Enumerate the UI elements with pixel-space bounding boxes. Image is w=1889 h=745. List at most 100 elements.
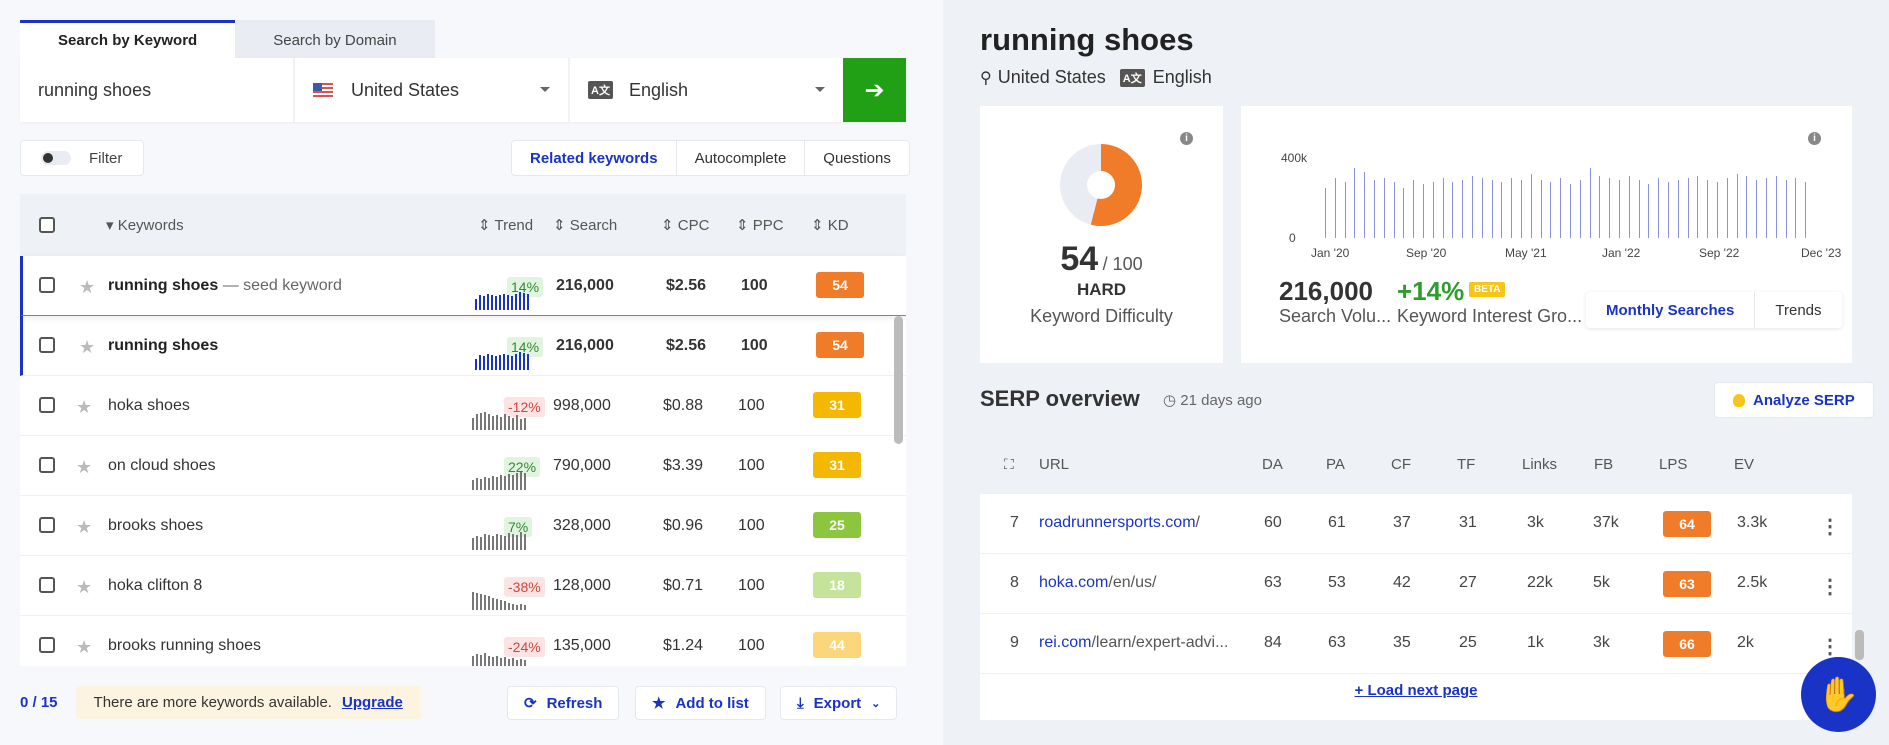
row-checkbox[interactable] [39, 277, 55, 293]
language-select[interactable]: A文 English [568, 58, 843, 122]
upgrade-link[interactable]: Upgrade [341, 694, 403, 711]
country-select[interactable]: United States [293, 58, 568, 122]
keyword-text: brooks shoes [108, 517, 204, 534]
trends-button[interactable]: Trends [1775, 301, 1822, 319]
col-keywords[interactable]: ▾ Keywords [106, 217, 184, 234]
tab-related-keywords[interactable]: Related keywords [530, 149, 658, 167]
search-cell: 128,000 [553, 577, 611, 594]
export-button[interactable]: ⤓ Export ⌄ [780, 686, 898, 720]
keyword-cell[interactable]: hoka clifton 8 [108, 577, 202, 595]
sparkline-bar [504, 414, 506, 430]
keyword-cell[interactable]: on cloud shoes [108, 457, 216, 475]
volume-bar [1403, 188, 1405, 238]
table-scrollbar[interactable] [894, 316, 903, 444]
more-vertical-icon[interactable]: ⋮ [1820, 576, 1840, 598]
serp-url-link[interactable]: hoka.com/en/us/ [1039, 574, 1156, 592]
star-icon[interactable]: ★ [76, 517, 93, 537]
star-icon[interactable]: ★ [76, 397, 93, 417]
serp-scrollbar[interactable] [1855, 630, 1864, 660]
tab-search-by-domain[interactable]: Search by Domain [235, 20, 435, 58]
filter-toggle[interactable]: Filter [20, 140, 144, 176]
serp-row: 9 rei.com/learn/expert-advi... 84 63 35 25 1k 3… [980, 614, 1852, 674]
filter-label: Filter [89, 149, 123, 167]
keyword-input[interactable]: running shoes [38, 79, 152, 100]
table-row[interactable]: ★ hoka shoes -12% 998,000 $0.88 100 31 [20, 376, 906, 436]
sparkline-bar [480, 413, 482, 430]
keyword-cell[interactable]: running shoes — seed keyword [108, 277, 342, 295]
add-to-list-button[interactable]: ★ Add to list [635, 686, 766, 720]
col-keywords-label: Keywords [117, 217, 184, 234]
table-row[interactable]: ★ running shoes 14% 216,000 $2.56 100 54 [20, 316, 906, 376]
volume-bar [1697, 176, 1699, 238]
toggle-switch-icon[interactable] [41, 151, 71, 165]
sparkline-bar [492, 476, 494, 490]
kd-badge: 31 [813, 452, 861, 478]
row-checkbox[interactable] [39, 637, 55, 653]
serp-url-link[interactable]: roadrunnersports.com/ [1039, 514, 1200, 532]
more-vertical-icon[interactable]: ⋮ [1820, 636, 1840, 658]
row-checkbox[interactable] [39, 397, 55, 413]
table-row[interactable]: ★ hoka clifton 8 -38% 128,000 $0.71 100 18 [20, 556, 906, 616]
volume-bar [1687, 178, 1689, 238]
row-checkbox[interactable] [39, 337, 55, 353]
volume-bar [1442, 178, 1444, 238]
sparkline-bar [520, 659, 522, 666]
keyword-cell[interactable]: brooks shoes [108, 517, 203, 535]
keyword-cell[interactable]: brooks running shoes [108, 637, 261, 655]
col-tf: TF [1457, 456, 1476, 473]
keyword-cell[interactable]: running shoes [108, 337, 218, 355]
chevron-down-icon [540, 87, 550, 92]
sparkline-bar [507, 355, 509, 370]
difficulty-level: HARD [1076, 280, 1127, 299]
star-icon: ★ [652, 695, 666, 712]
serp-body: 7 roadrunnersports.com/60 61 37 31 3k 37k 64 3.3… [980, 494, 1852, 674]
tab-search-by-keyword[interactable]: Search by Keyword [20, 20, 236, 58]
star-icon[interactable]: ★ [76, 577, 93, 597]
row-checkbox[interactable] [39, 577, 55, 593]
star-icon[interactable]: ★ [79, 277, 96, 297]
refresh-button[interactable]: ⟳ Refresh [507, 686, 620, 720]
cpc-cell: $0.96 [663, 517, 704, 534]
select-all-checkbox[interactable] [39, 217, 55, 233]
row-checkbox[interactable] [39, 457, 55, 473]
row-checkbox[interactable] [39, 517, 55, 533]
table-row[interactable]: ★ on cloud shoes 22% 790,000 $3.39 100 31 [20, 436, 906, 496]
col-ppc[interactable]: ⇕ PPC [736, 217, 784, 234]
difficulty-label: Keyword Difficulty [1030, 306, 1173, 326]
volume-bar [1501, 182, 1503, 238]
kd-badge: 44 [813, 632, 861, 658]
star-icon[interactable]: ★ [76, 457, 93, 477]
table-row[interactable]: ★ brooks shoes 7% 328,000 $0.96 100 25 [20, 496, 906, 556]
star-icon[interactable]: ★ [76, 637, 93, 657]
sparkline-bar [524, 660, 526, 666]
serp-ev: 2.5k [1737, 574, 1768, 591]
volume-bar [1334, 178, 1336, 238]
monthly-searches-button[interactable]: Monthly Searches [1586, 292, 1756, 328]
info-icon[interactable]: i [1180, 132, 1193, 145]
volume-bar [1609, 178, 1611, 238]
serp-url-link[interactable]: rei.com/learn/expert-advi... [1039, 634, 1228, 652]
sparkline-bar [483, 356, 485, 370]
sparkline-bar [499, 295, 501, 310]
col-cpc[interactable]: ⇕ CPC [661, 217, 710, 234]
star-icon[interactable]: ★ [79, 337, 96, 357]
col-search[interactable]: ⇕ Search [553, 217, 618, 234]
chat-widget-button[interactable]: ✋ [1801, 657, 1876, 732]
sparkline-bar [515, 354, 517, 370]
table-row[interactable]: ★ brooks running shoes -24% 135,000 $1.24 100… [20, 616, 906, 666]
tab-questions[interactable]: Questions [804, 141, 909, 175]
sparkline-bar [476, 536, 478, 550]
sparkline-bar [520, 604, 522, 610]
load-next-page-link[interactable]: + Load next page [980, 682, 1852, 699]
tab-autocomplete[interactable]: Autocomplete [675, 141, 805, 175]
info-icon[interactable]: i [1808, 132, 1821, 145]
more-vertical-icon[interactable]: ⋮ [1820, 516, 1840, 538]
analyze-serp-button[interactable]: Analyze SERP [1714, 382, 1874, 418]
overview-location: United States [997, 67, 1106, 87]
search-go-button[interactable]: ➔ [843, 58, 906, 122]
col-kd[interactable]: ⇕ KD [811, 217, 849, 234]
col-trend[interactable]: ⇕ Trend [478, 217, 534, 234]
seed-keyword-row[interactable]: ★ running shoes — seed keyword 14% 216,000 $… [20, 256, 906, 316]
keyword-cell[interactable]: hoka shoes [108, 397, 190, 415]
expand-icon[interactable]: ⛶ [1004, 456, 1014, 472]
